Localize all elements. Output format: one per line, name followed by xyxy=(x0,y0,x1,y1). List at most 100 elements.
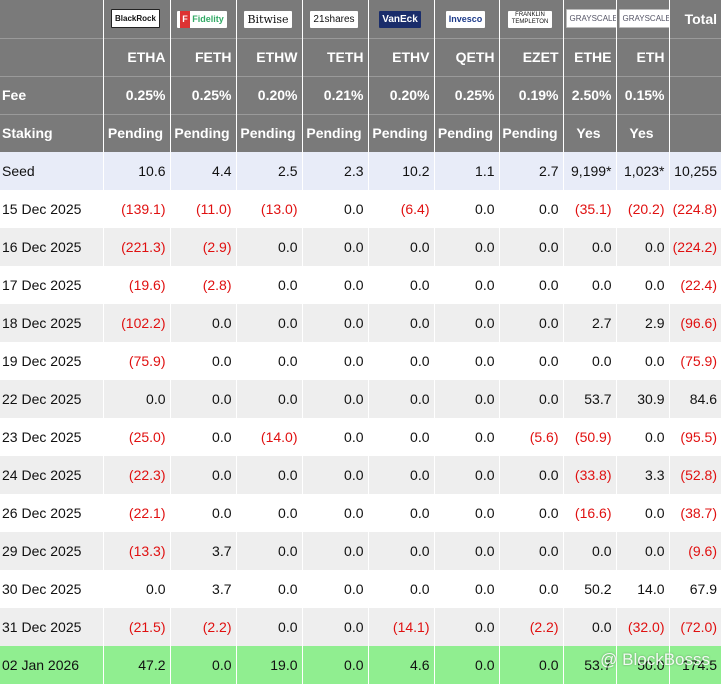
flow-cell: (2.9) xyxy=(170,228,237,266)
flow-cell: 0.0 xyxy=(616,494,670,532)
fee-cell: 2.50% xyxy=(563,75,617,114)
flow-cell: 0.0 xyxy=(368,342,435,380)
row-label: 31 Dec 2025 xyxy=(0,608,104,646)
flow-cell: 10.6 xyxy=(103,152,171,190)
flow-cell: (32.0) xyxy=(616,608,670,646)
fund-logo-cell: GRAYSCALE xyxy=(616,0,670,38)
flow-cell: (139.1) xyxy=(103,190,171,228)
flow-cell: 0.0 xyxy=(499,304,564,342)
flow-cell: 0.0 xyxy=(236,342,303,380)
flow-cell: (21.5) xyxy=(103,608,171,646)
flow-cell: (14.0) xyxy=(236,418,303,456)
flow-cell: 0.0 xyxy=(563,266,617,304)
ticker-cell: QETH xyxy=(434,37,500,76)
row-total-cell: (75.9) xyxy=(669,342,722,380)
fee-cell: 0.20% xyxy=(236,75,303,114)
flow-cell: 0.0 xyxy=(563,228,617,266)
flow-cell: 0.0 xyxy=(170,494,237,532)
flow-cell: 53.7 xyxy=(563,380,617,418)
flow-cell: 0.0 xyxy=(434,380,500,418)
row-label: 19 Dec 2025 xyxy=(0,342,104,380)
flow-cell: 2.9 xyxy=(616,304,670,342)
flow-cell: (221.3) xyxy=(103,228,171,266)
row-label: 18 Dec 2025 xyxy=(0,304,104,342)
flow-cell: 0.0 xyxy=(368,570,435,608)
staking-row: Staking Pending Pending Pending Pending … xyxy=(0,113,722,152)
staking-cell: Pending xyxy=(434,113,500,152)
flow-cell: 0.0 xyxy=(499,570,564,608)
row-total-cell: (95.5) xyxy=(669,418,722,456)
table-row: 22 Dec 2025 0.0 0.0 0.0 0.0 0.0 0.0 0.0 53.7 30.9… xyxy=(0,380,722,418)
corner-cell xyxy=(0,0,104,38)
flow-cell: (50.9) xyxy=(563,418,617,456)
flow-cell: 0.0 xyxy=(368,380,435,418)
flow-cell: 2.7 xyxy=(499,152,564,190)
flow-cell: 0.0 xyxy=(236,266,303,304)
staking-cell: Pending xyxy=(103,113,171,152)
flow-cell: (35.1) xyxy=(563,190,617,228)
row-total-cell: 10,255 xyxy=(669,152,722,190)
flow-cell: 0.0 xyxy=(434,456,500,494)
flow-cell: 0.0 xyxy=(434,228,500,266)
table-row: 30 Dec 2025 0.0 3.7 0.0 0.0 0.0 0.0 0.0 50.2 14.0… xyxy=(0,570,722,608)
flow-cell: 0.0 xyxy=(302,494,369,532)
flow-cell: 0.0 xyxy=(434,342,500,380)
flow-cell: 0.0 xyxy=(170,380,237,418)
staking-cell: Pending xyxy=(368,113,435,152)
flow-cell: 0.0 xyxy=(563,608,617,646)
grayscale-logo: GRAYSCALE xyxy=(618,9,668,29)
fee-cell: 0.21% xyxy=(302,75,369,114)
flow-cell: 0.0 xyxy=(236,228,303,266)
table-row: 24 Dec 2025 (22.3) 0.0 0.0 0.0 0.0 0.0 0.0 (33.8… xyxy=(0,456,722,494)
flow-cell: 3.7 xyxy=(170,570,237,608)
flow-cell: 0.0 xyxy=(236,608,303,646)
flow-cell: 0.0 xyxy=(499,646,564,684)
fee-cell: 0.25% xyxy=(170,75,237,114)
row-label: 15 Dec 2025 xyxy=(0,190,104,228)
flow-cell: 0.0 xyxy=(170,304,237,342)
flow-cell: 0.0 xyxy=(302,342,369,380)
flow-cell: 0.0 xyxy=(236,532,303,570)
fund-logo-cell: Invesco xyxy=(434,0,500,38)
ticker-cell: EZET xyxy=(499,37,564,76)
flow-cell: 0.0 xyxy=(499,456,564,494)
flow-cell: (25.0) xyxy=(103,418,171,456)
flow-cell: 0.0 xyxy=(302,266,369,304)
ticker-label-cell xyxy=(0,37,104,76)
row-label: 17 Dec 2025 xyxy=(0,266,104,304)
flow-cell: 0.0 xyxy=(368,266,435,304)
staking-cell: Pending xyxy=(236,113,303,152)
table-row: 15 Dec 2025 (139.1) (11.0) (13.0) 0.0 (6.4) 0.… xyxy=(0,190,722,228)
flow-cell: 0.0 xyxy=(499,494,564,532)
row-label: 29 Dec 2025 xyxy=(0,532,104,570)
flow-cell: (5.6) xyxy=(499,418,564,456)
flow-cell: (6.4) xyxy=(368,190,435,228)
staking-label: Staking xyxy=(0,113,104,152)
flow-cell: (22.1) xyxy=(103,494,171,532)
flow-cell: 19.0 xyxy=(236,646,303,684)
ticker-total-cell xyxy=(669,37,722,76)
flow-cell: 3.3 xyxy=(616,456,670,494)
vaneck-logo: VanEck xyxy=(379,10,421,28)
staking-cell: Yes xyxy=(616,113,670,152)
flow-cell: 2.5 xyxy=(236,152,303,190)
staking-cell: Pending xyxy=(170,113,237,152)
flow-cell: 0.0 xyxy=(302,190,369,228)
fee-cell: 0.25% xyxy=(103,75,171,114)
flow-cell: 0.0 xyxy=(563,532,617,570)
flow-cell: (75.9) xyxy=(103,342,171,380)
flow-cell: 0.0 xyxy=(368,304,435,342)
flow-cell: 0.0 xyxy=(236,494,303,532)
flow-cell: 3.7 xyxy=(170,532,237,570)
flow-cell: 47.2 xyxy=(103,646,171,684)
ticker-cell: ETH xyxy=(616,37,670,76)
flow-cell: 2.7 xyxy=(563,304,617,342)
flow-cell: (19.6) xyxy=(103,266,171,304)
table-row: 18 Dec 2025 (102.2) 0.0 0.0 0.0 0.0 0.0 0.0 2.7 2… xyxy=(0,304,722,342)
fund-logo-cell: 21shares xyxy=(302,0,369,38)
fee-total-cell xyxy=(669,75,722,114)
row-label: 23 Dec 2025 xyxy=(0,418,104,456)
flow-cell: 0.0 xyxy=(302,646,369,684)
ticker-cell: FETH xyxy=(170,37,237,76)
